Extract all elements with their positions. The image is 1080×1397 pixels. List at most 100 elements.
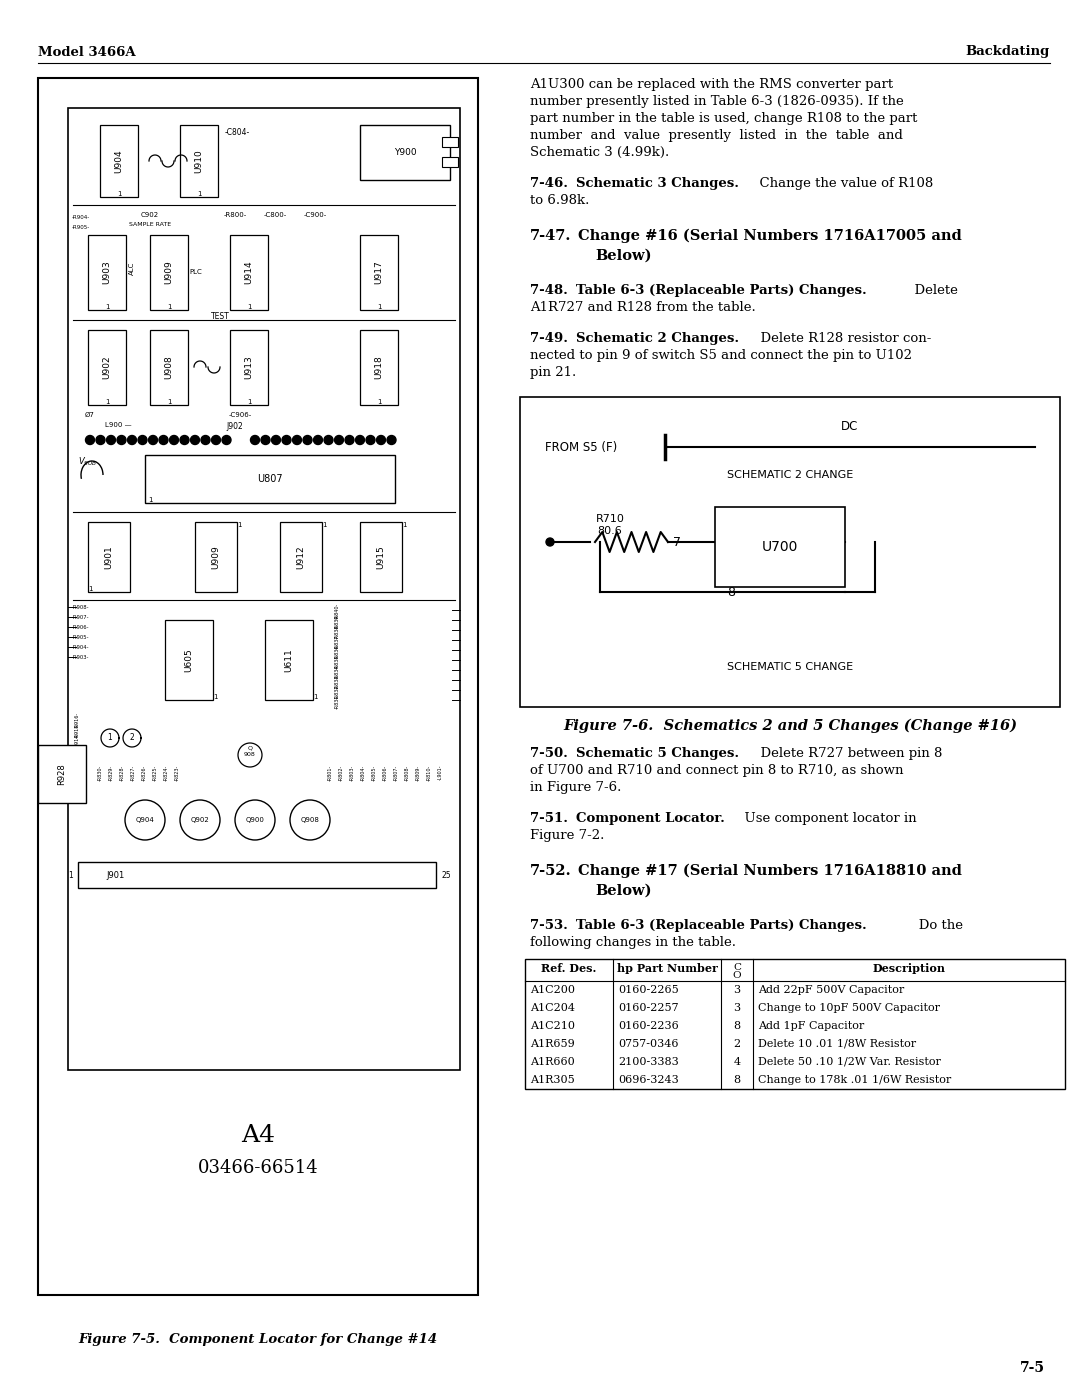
Text: -R911-: -R911- bbox=[75, 761, 80, 778]
Text: U904: U904 bbox=[114, 149, 123, 173]
Text: U903: U903 bbox=[103, 261, 111, 285]
Circle shape bbox=[180, 436, 189, 444]
Text: C: C bbox=[733, 963, 741, 972]
Text: Q904: Q904 bbox=[136, 817, 154, 823]
Text: -R804-: -R804- bbox=[361, 766, 365, 781]
Text: Do the: Do the bbox=[906, 919, 963, 932]
Text: 1: 1 bbox=[117, 191, 121, 197]
Text: Change #16 (Serial Numbers 1716A17005 and: Change #16 (Serial Numbers 1716A17005 an… bbox=[578, 229, 962, 243]
Circle shape bbox=[85, 436, 95, 444]
Bar bbox=[230, 330, 268, 405]
Text: -R837-: -R837- bbox=[335, 633, 340, 650]
Text: A4: A4 bbox=[241, 1123, 275, 1147]
Circle shape bbox=[335, 436, 343, 444]
Text: 7-53.: 7-53. bbox=[530, 919, 568, 932]
Text: -R829-: -R829- bbox=[108, 766, 113, 781]
Text: Change to 178k .01 1/6W Resistor: Change to 178k .01 1/6W Resistor bbox=[758, 1076, 951, 1085]
Text: following changes in the table.: following changes in the table. bbox=[530, 936, 735, 949]
Bar bbox=[360, 330, 399, 405]
Circle shape bbox=[190, 436, 200, 444]
Bar bbox=[38, 78, 478, 1295]
Text: -R839-: -R839- bbox=[335, 613, 340, 629]
Circle shape bbox=[546, 538, 554, 546]
Text: J902: J902 bbox=[227, 422, 243, 432]
Text: U910: U910 bbox=[194, 149, 203, 173]
Bar bbox=[87, 330, 126, 405]
Text: Figure 7-5.  Component Locator for Change #14: Figure 7-5. Component Locator for Change… bbox=[79, 1334, 437, 1347]
Text: U611: U611 bbox=[284, 648, 294, 672]
Circle shape bbox=[149, 436, 158, 444]
Text: 1: 1 bbox=[246, 400, 252, 405]
Text: 1: 1 bbox=[166, 400, 172, 405]
Circle shape bbox=[107, 436, 116, 444]
Text: -R908-: -R908- bbox=[72, 605, 90, 610]
Text: 7-48.: 7-48. bbox=[530, 284, 568, 298]
Text: Description: Description bbox=[873, 963, 945, 974]
Bar bbox=[715, 507, 845, 587]
Text: 0696-3243: 0696-3243 bbox=[618, 1076, 678, 1085]
Circle shape bbox=[366, 436, 375, 444]
Text: 1: 1 bbox=[313, 694, 318, 700]
Text: U912: U912 bbox=[297, 545, 306, 569]
Text: number presently listed in Table 6-3 (1826-0935). If the: number presently listed in Table 6-3 (18… bbox=[530, 95, 904, 108]
Bar bbox=[68, 108, 460, 1070]
Circle shape bbox=[222, 436, 231, 444]
Bar bbox=[87, 235, 126, 310]
Text: U917: U917 bbox=[375, 261, 383, 285]
Text: Figure 7-6.  Schematics 2 and 5 Changes (Change #16): Figure 7-6. Schematics 2 and 5 Changes (… bbox=[563, 719, 1017, 733]
Circle shape bbox=[313, 436, 323, 444]
Text: U913: U913 bbox=[244, 356, 254, 380]
Text: 7-49.: 7-49. bbox=[530, 332, 568, 345]
Text: L900 —: L900 — bbox=[105, 422, 132, 427]
Text: 1: 1 bbox=[105, 400, 109, 405]
Bar bbox=[150, 330, 188, 405]
Text: U915: U915 bbox=[377, 545, 386, 569]
Circle shape bbox=[117, 436, 126, 444]
Text: J901: J901 bbox=[106, 870, 124, 880]
Circle shape bbox=[355, 436, 365, 444]
Text: U918: U918 bbox=[375, 356, 383, 380]
Text: O: O bbox=[732, 971, 741, 981]
Text: -R836-: -R836- bbox=[335, 643, 340, 659]
Text: -C906-: -C906- bbox=[228, 412, 252, 418]
Text: -R907-: -R907- bbox=[72, 615, 90, 620]
Text: Q: Q bbox=[247, 745, 253, 750]
Text: Use component locator in: Use component locator in bbox=[735, 812, 917, 826]
Text: PLC: PLC bbox=[190, 270, 202, 275]
Text: U605: U605 bbox=[185, 648, 193, 672]
Circle shape bbox=[138, 436, 147, 444]
Text: U901: U901 bbox=[105, 545, 113, 569]
Text: Ø7: Ø7 bbox=[85, 412, 95, 418]
Text: Figure 7-2.: Figure 7-2. bbox=[530, 828, 605, 842]
Text: 1: 1 bbox=[105, 305, 109, 310]
Circle shape bbox=[345, 436, 354, 444]
Circle shape bbox=[127, 436, 136, 444]
Text: 0160-2265: 0160-2265 bbox=[618, 985, 678, 995]
Text: 7-50.: 7-50. bbox=[530, 747, 568, 760]
Text: -R913-: -R913- bbox=[75, 742, 80, 759]
Text: U902: U902 bbox=[103, 356, 111, 380]
Text: Add 22pF 500V Capacitor: Add 22pF 500V Capacitor bbox=[758, 985, 904, 995]
Text: 1: 1 bbox=[166, 305, 172, 310]
Bar bbox=[442, 137, 458, 147]
Text: 7-52.: 7-52. bbox=[530, 863, 571, 877]
Text: Delete: Delete bbox=[906, 284, 958, 298]
Circle shape bbox=[251, 436, 259, 444]
Circle shape bbox=[212, 436, 220, 444]
Text: Ref. Des.: Ref. Des. bbox=[541, 963, 596, 974]
Text: -R830-: -R830- bbox=[97, 766, 103, 781]
Text: 0160-2257: 0160-2257 bbox=[618, 1003, 678, 1013]
Text: 3: 3 bbox=[733, 985, 741, 995]
Text: -R912-: -R912- bbox=[75, 752, 80, 768]
Bar bbox=[360, 235, 399, 310]
Bar bbox=[265, 620, 313, 700]
Text: Model 3466A: Model 3466A bbox=[38, 46, 136, 59]
Text: TEST: TEST bbox=[211, 312, 229, 321]
Bar bbox=[525, 958, 1065, 1090]
Text: -R810-: -R810- bbox=[427, 766, 432, 781]
Text: in Figure 7-6.: in Figure 7-6. bbox=[530, 781, 621, 793]
Text: Component Locator.: Component Locator. bbox=[576, 812, 725, 826]
Text: -R801-: -R801- bbox=[327, 766, 333, 781]
Text: A1R659: A1R659 bbox=[530, 1039, 575, 1049]
Text: 7-51.: 7-51. bbox=[530, 812, 568, 826]
